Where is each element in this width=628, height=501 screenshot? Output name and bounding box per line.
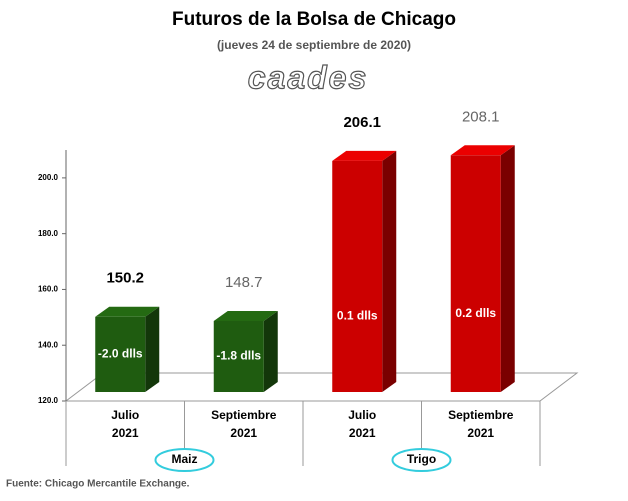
x-tick-label: Julio [348,408,376,422]
y-tick-label: 140.0 [38,340,59,349]
group-label: Trigo [407,452,436,466]
x-tick-label: 2021 [230,426,257,440]
chart-subtitle: (jueves 24 de septiembre de 2020) [217,38,411,52]
bar-top [95,306,160,317]
x-tick-label: 2021 [349,426,376,440]
value-label: 148.7 [225,274,263,291]
value-label: 208.1 [462,108,500,125]
y-tick-label: 120.0 [38,396,59,405]
bar-side [500,145,515,392]
logo: caades [248,59,369,95]
change-label: -2.0 dlls [98,347,143,361]
bar-top [213,310,278,321]
group-label: Maiz [171,452,197,466]
x-tick-label: Julio [111,408,139,422]
y-tick-label: 200.0 [38,173,59,182]
bar [450,155,501,392]
bar [213,320,264,392]
source: Fuente: Chicago Mercantile Exchange. [6,479,190,490]
bar [332,160,383,392]
x-tick-label: Septiembre [448,408,514,422]
x-tick-label: 2021 [112,426,139,440]
bar-side [145,306,160,392]
change-label: 0.1 dlls [337,309,378,323]
floor [64,372,579,402]
bar-top [332,150,397,161]
change-label: 0.2 dlls [455,306,496,320]
value-label: 206.1 [343,114,381,131]
group-ellipse [154,448,215,472]
bar-side [263,310,278,392]
y-tick-label: 160.0 [38,285,59,294]
bar-side [382,150,397,392]
y-tick-label: 180.0 [38,229,59,238]
change-label: -1.8 dlls [216,349,261,363]
bar [95,316,146,392]
chart-title: Futuros de la Bolsa de Chicago [172,9,456,30]
group-ellipse [391,448,452,472]
value-label: 150.2 [106,270,144,287]
x-tick-label: Septiembre [211,408,277,422]
x-tick-label: 2021 [467,426,494,440]
bar-top [450,145,515,156]
